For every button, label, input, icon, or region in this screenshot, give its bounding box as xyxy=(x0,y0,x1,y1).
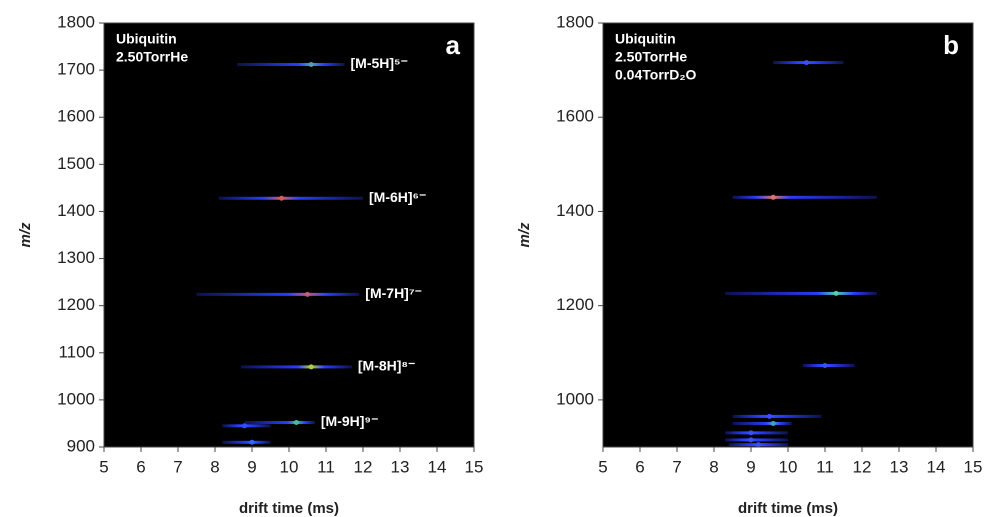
x-tick-label: 13 xyxy=(890,457,909,476)
y-tick-label: 1800 xyxy=(556,12,594,31)
x-tick-label: 7 xyxy=(672,457,681,476)
panel-annotation: Ubiquitin xyxy=(615,31,676,47)
y-tick-label: 1400 xyxy=(57,201,95,220)
x-tick-label: 5 xyxy=(99,457,108,476)
x-axis-title: drift time (ms) xyxy=(239,500,339,517)
y-tick-label: 1400 xyxy=(556,201,594,220)
streak-peak xyxy=(755,442,761,448)
streak-peak xyxy=(305,291,310,297)
x-tick-label: 8 xyxy=(709,457,718,476)
streak xyxy=(725,291,877,295)
y-axis-title: m/z xyxy=(516,222,533,248)
y-tick-label: 1800 xyxy=(57,12,95,31)
x-tick-label: 13 xyxy=(391,457,410,476)
streak-peak xyxy=(279,195,285,201)
streak xyxy=(725,431,788,435)
x-tick-label: 14 xyxy=(927,457,946,476)
x-tick-label: 8 xyxy=(210,457,219,476)
y-tick-label: 1200 xyxy=(556,295,594,314)
x-tick-label: 12 xyxy=(853,457,872,476)
y-tick-label: 1700 xyxy=(57,60,95,79)
streak xyxy=(218,196,363,200)
streak-peak xyxy=(293,420,299,426)
streak-peak xyxy=(748,437,754,443)
panel-annotation: Ubiquitin xyxy=(116,31,177,47)
y-axis-title: m/z xyxy=(17,222,34,248)
streak xyxy=(244,421,315,425)
x-tick-label: 9 xyxy=(746,457,755,476)
ion-label: [M-8H]⁸⁻ xyxy=(358,358,416,374)
y-tick-label: 1200 xyxy=(57,295,95,314)
plot-background xyxy=(603,23,973,447)
x-tick-label: 5 xyxy=(598,457,607,476)
ion-label: [M-7H]⁷⁻ xyxy=(365,285,422,301)
plot-background xyxy=(104,23,474,447)
x-tick-label: 14 xyxy=(428,457,447,476)
plot-frame xyxy=(602,22,974,448)
streak-peak xyxy=(249,439,255,445)
streak-peak xyxy=(833,290,839,296)
streak-peak xyxy=(242,423,248,429)
x-tick-label: 15 xyxy=(465,457,484,476)
x-tick-label: 10 xyxy=(779,457,798,476)
y-tick-label: 1100 xyxy=(58,342,95,361)
y-tick-label: 1500 xyxy=(57,154,95,173)
streak xyxy=(732,414,822,418)
x-tick-label: 7 xyxy=(173,457,182,476)
streak xyxy=(802,363,855,367)
streak-peak xyxy=(748,430,754,436)
plot-frame xyxy=(103,22,475,448)
streak-peak xyxy=(822,362,828,368)
ion-label: [M-6H]⁶⁻ xyxy=(369,189,426,205)
x-tick-label: 9 xyxy=(247,457,256,476)
streak xyxy=(237,62,345,66)
x-tick-label: 12 xyxy=(354,457,373,476)
ion-label: [M-5H]⁵⁻ xyxy=(351,55,409,71)
y-tick-label: 1600 xyxy=(556,107,594,126)
x-tick-label: 15 xyxy=(964,457,983,476)
y-tick-label: 1000 xyxy=(57,389,95,408)
panel-annotation: 0.04TorrD₂O xyxy=(615,67,697,83)
streak xyxy=(725,438,788,442)
x-tick-label: 6 xyxy=(635,457,644,476)
y-tick-label: 1300 xyxy=(57,248,95,267)
ion-label: [M-9H]⁹⁻ xyxy=(321,413,379,429)
streak xyxy=(240,365,352,369)
panel-annotation: 2.50TorrHe xyxy=(116,49,188,65)
y-tick-label: 1000 xyxy=(556,389,594,408)
streak xyxy=(732,195,877,199)
panel-annotation: 2.50TorrHe xyxy=(615,49,687,65)
x-tick-label: 6 xyxy=(136,457,145,476)
streak xyxy=(222,440,271,444)
x-tick-label: 10 xyxy=(280,457,299,476)
streak-peak xyxy=(804,60,809,66)
panel-label: b xyxy=(943,30,959,60)
streak xyxy=(196,292,360,296)
streak-peak xyxy=(770,420,776,426)
streak-peak xyxy=(770,194,776,200)
streak-peak xyxy=(767,413,772,419)
x-axis-title: drift time (ms) xyxy=(738,500,838,517)
x-tick-label: 11 xyxy=(317,457,335,476)
y-tick-label: 900 xyxy=(67,436,95,455)
streak-peak xyxy=(308,61,314,67)
x-tick-label: 11 xyxy=(816,457,834,476)
streak-peak xyxy=(308,364,314,370)
panel-label: a xyxy=(446,30,461,60)
y-tick-label: 1600 xyxy=(57,107,95,126)
streak xyxy=(732,421,792,425)
